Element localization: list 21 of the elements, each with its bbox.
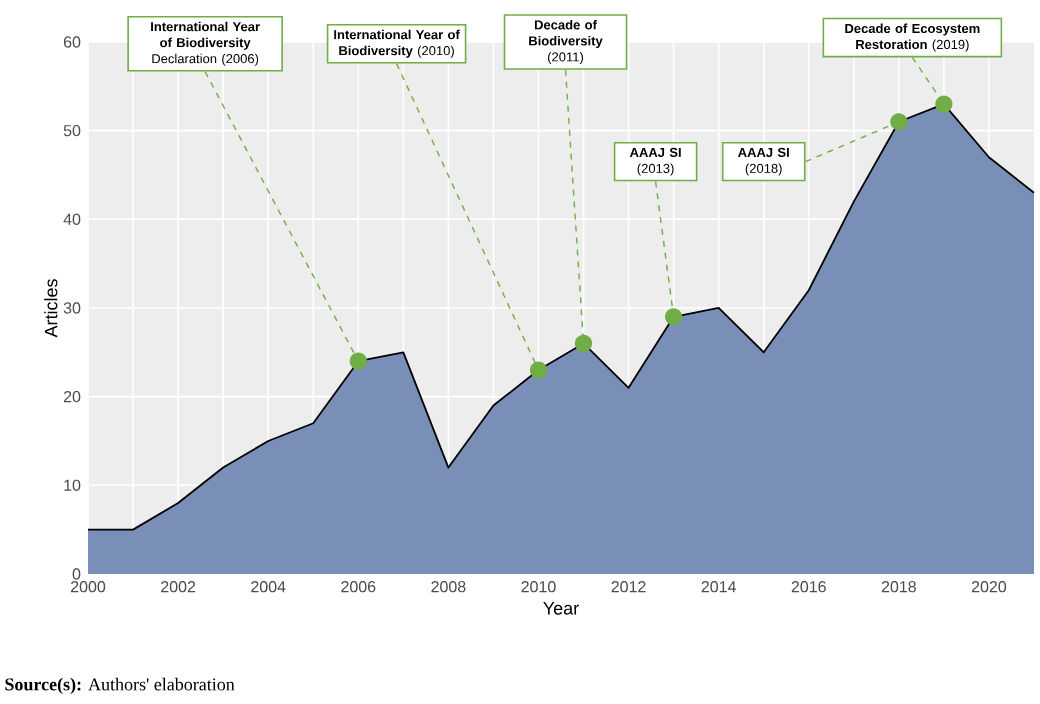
x-tick-label: 2010 — [521, 581, 556, 593]
x-tick-label: 2018 — [881, 581, 916, 593]
x-tick-label: 2012 — [611, 581, 646, 593]
x-tick-label: 2002 — [161, 581, 196, 593]
x-tick-label: 2000 — [71, 581, 106, 593]
y-tick-label: 50 — [63, 124, 81, 137]
y-tick-label: 0 — [72, 568, 81, 580]
x-tick-label: 2004 — [251, 581, 286, 593]
y-tick-label: 40 — [63, 213, 81, 225]
y-tick-label: 20 — [63, 390, 81, 403]
x-tick-label: 2006 — [341, 581, 376, 593]
x-tick-label: 2016 — [791, 581, 826, 593]
x-tick-label: 2014 — [701, 581, 736, 593]
y-tick-label: 30 — [63, 302, 81, 314]
y-tick-label: 10 — [64, 479, 81, 491]
x-tick-label: 2020 — [971, 581, 1007, 593]
y-axis-title: Articles — [44, 279, 58, 338]
x-tick-label: 2008 — [431, 581, 466, 593]
y-tick-label: 60 — [63, 36, 81, 48]
text: Source(s): Authors' elaboration — [5, 677, 235, 695]
x-axis-title: Year — [543, 602, 579, 615]
